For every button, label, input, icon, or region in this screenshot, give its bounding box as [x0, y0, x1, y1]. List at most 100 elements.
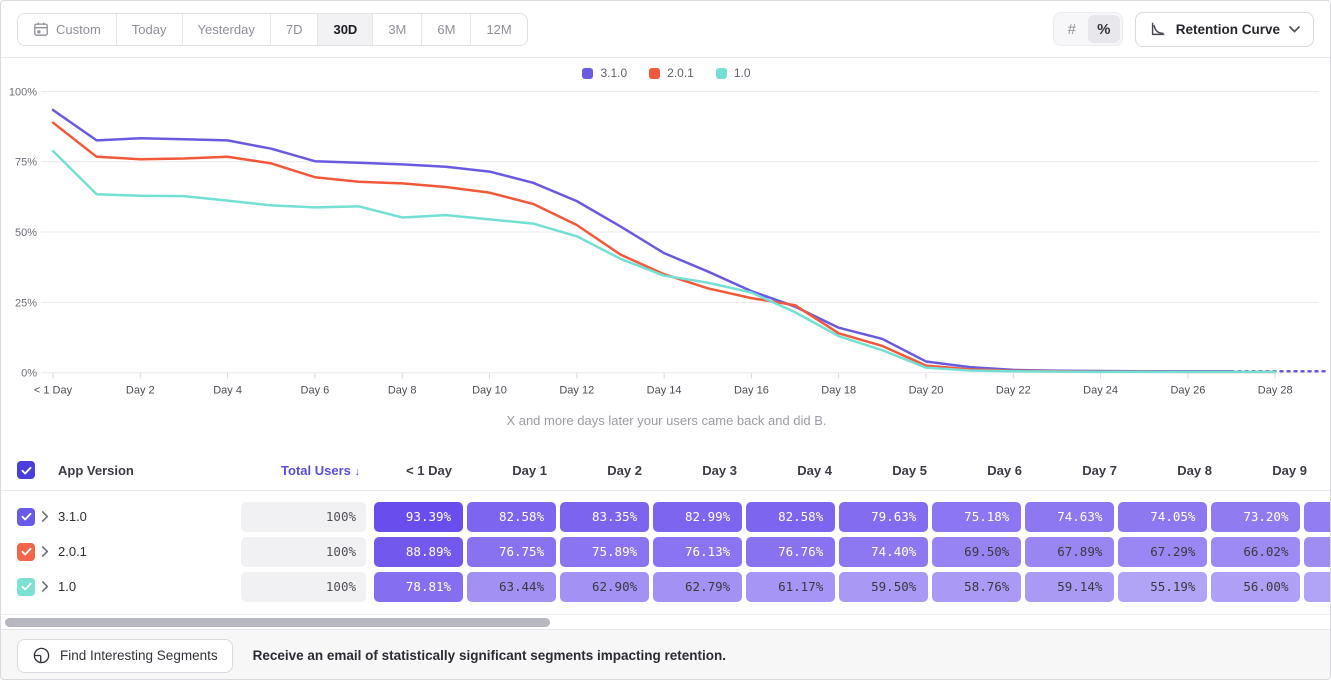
total-users-cell: 100% — [241, 501, 366, 532]
retention-cell[interactable]: 78.81% — [374, 571, 464, 602]
expand-row-chevron-icon[interactable] — [41, 511, 58, 522]
svg-text:100%: 100% — [9, 86, 37, 98]
retention-cell[interactable]: 73.20% — [1211, 501, 1301, 532]
svg-text:Day 20: Day 20 — [909, 385, 944, 397]
day-column-header[interactable]: Day 9 — [1272, 462, 1307, 478]
chevron-down-icon — [1289, 25, 1300, 33]
number-format-button[interactable]: # — [1067, 20, 1076, 38]
date-range-custom[interactable]: Custom — [18, 13, 117, 45]
date-range-3m[interactable]: 3M — [373, 13, 423, 45]
svg-text:Day 10: Day 10 — [472, 385, 507, 397]
day-column-header[interactable]: Day 6 — [987, 462, 1022, 478]
retention-cell[interactable]: 58.76% — [932, 571, 1022, 602]
row-checkbox[interactable] — [17, 542, 35, 561]
day-column-header[interactable]: Day 7 — [1082, 462, 1117, 478]
day-column-header[interactable]: < 1 Day — [406, 462, 452, 478]
retention-cell[interactable]: 59.50% — [839, 571, 929, 602]
retention-cell[interactable]: 56.00% — [1211, 571, 1301, 602]
retention-cell[interactable]: 83.35% — [560, 501, 650, 532]
retention-cell[interactable]: 76.76% — [746, 536, 836, 567]
retention-chart: 3.1.0 2.0.1 1.0 0% 25% 50% 75% 100% < 1 Day Day … — [1, 58, 1331, 450]
date-range-today[interactable]: Today — [116, 13, 183, 45]
app-version-label: 3.1.0 — [58, 509, 87, 524]
retention-cell[interactable]: 69.50% — [932, 536, 1022, 567]
legend-item-1.0[interactable]: 1.0 — [715, 66, 751, 80]
date-range-6m[interactable]: 6M — [422, 13, 472, 45]
retention-curve-icon — [1149, 20, 1167, 38]
retention-cell-clipped[interactable] — [1304, 501, 1330, 532]
horizontal-scrollbar-thumb[interactable] — [5, 618, 550, 627]
day-column-header[interactable]: Day 4 — [797, 462, 832, 478]
svg-text:Day 6: Day 6 — [301, 385, 330, 397]
day-column-header[interactable]: Day 5 — [892, 462, 927, 478]
legend-item-2.0.1[interactable]: 2.0.1 — [649, 66, 694, 80]
retention-cell[interactable]: 74.63% — [1025, 501, 1115, 532]
legend-item-3.1.0[interactable]: 3.1.0 — [582, 66, 627, 80]
row-checkbox[interactable] — [17, 507, 35, 526]
retention-cell[interactable]: 74.40% — [839, 536, 929, 567]
date-range-30d[interactable]: 30D — [318, 13, 374, 45]
svg-text:Day 14: Day 14 — [647, 385, 682, 397]
retention-cell[interactable]: 63.44% — [467, 571, 557, 602]
select-all-checkbox[interactable] — [17, 461, 35, 479]
percent-format-button[interactable]: % — [1087, 15, 1120, 43]
view-type-dropdown[interactable]: Retention Curve — [1134, 11, 1314, 47]
retention-cell[interactable]: 67.29% — [1118, 536, 1208, 567]
retention-cell[interactable]: 88.89% — [374, 536, 464, 567]
svg-text:Day 26: Day 26 — [1170, 385, 1205, 397]
retention-cell[interactable]: 62.90% — [560, 571, 650, 602]
retention-curve-plot[interactable]: 0% 25% 50% 75% 100% < 1 Day Day 2 Day 4 Day 6 Day… — [1, 58, 1331, 406]
retention-cell[interactable]: 67.89% — [1025, 536, 1115, 567]
retention-cell[interactable]: 76.13% — [653, 536, 743, 567]
svg-text:Day 12: Day 12 — [559, 385, 594, 397]
total-users-column-header[interactable]: Total Users ↓ — [281, 462, 361, 478]
date-range-selector: Custom Today Yesterday 7D 30D 3M 6M 12M — [17, 12, 528, 46]
table-row-3.1.0: 3.1.0 100% 93.39% 82.58% 83.35% 82.99% 82.58% 7… — [1, 499, 1330, 534]
retention-cell[interactable]: 61.17% — [746, 571, 836, 602]
svg-text:0%: 0% — [21, 368, 37, 380]
retention-cell-clipped[interactable] — [1304, 571, 1330, 602]
day-column-header[interactable]: Day 8 — [1177, 462, 1212, 478]
retention-cell[interactable]: 74.05% — [1118, 501, 1208, 532]
retention-cell[interactable]: 76.75% — [467, 536, 557, 567]
retention-cell[interactable]: 82.58% — [467, 501, 557, 532]
footer-bar: Find Interesting Segments Receive an ema… — [1, 629, 1330, 679]
retention-cell[interactable]: 82.99% — [653, 501, 743, 532]
day-column-header[interactable]: Day 3 — [702, 462, 737, 478]
find-interesting-segments-button[interactable]: Find Interesting Segments — [17, 638, 233, 673]
date-range-yesterday[interactable]: Yesterday — [182, 13, 271, 45]
retention-cell[interactable]: 82.58% — [746, 501, 836, 532]
date-range-7d[interactable]: 7D — [270, 13, 319, 45]
app-version-label: 1.0 — [58, 579, 77, 594]
row-checkbox[interactable] — [17, 577, 35, 596]
view-type-label: Retention Curve — [1175, 21, 1280, 37]
expand-row-chevron-icon[interactable] — [41, 546, 58, 557]
retention-cell[interactable]: 75.89% — [560, 536, 650, 567]
chart-caption: X and more days later your users came ba… — [506, 413, 827, 428]
day-column-header[interactable]: Day 2 — [607, 462, 642, 478]
expand-row-chevron-icon[interactable] — [41, 581, 58, 592]
svg-text:Day 24: Day 24 — [1083, 385, 1118, 397]
svg-text:Day 28: Day 28 — [1258, 385, 1293, 397]
legend-swatch-icon — [715, 67, 727, 79]
retention-cell[interactable]: 66.02% — [1211, 536, 1301, 567]
retention-cell[interactable]: 62.79% — [653, 571, 743, 602]
toolbar-right: # % Retention Curve — [1052, 11, 1314, 47]
horizontal-scrollbar[interactable] — [1, 614, 1330, 629]
retention-cell[interactable]: 75.18% — [932, 501, 1022, 532]
sort-descending-icon: ↓ — [354, 465, 361, 478]
legend-swatch-icon — [582, 67, 594, 79]
retention-cell-clipped[interactable] — [1304, 536, 1330, 567]
retention-cell[interactable]: 55.19% — [1118, 571, 1208, 602]
retention-cell[interactable]: 93.39% — [374, 501, 464, 532]
retention-cell[interactable]: 79.63% — [839, 501, 929, 532]
day-column-header[interactable]: Day 1 — [512, 462, 547, 478]
table-header-row: App Version Total Users ↓ < 1 Day Day 1 Da… — [1, 450, 1330, 491]
day-column-headers: < 1 Day Day 1 Day 2 Day 3 Day 4 Day 5 Day 6 Day… — [374, 462, 1330, 478]
segment-circle-icon — [32, 646, 51, 665]
retention-cell[interactable]: 59.14% — [1025, 571, 1115, 602]
date-range-12m[interactable]: 12M — [471, 13, 527, 45]
app-version-label: 2.0.1 — [58, 544, 87, 559]
calendar-icon — [33, 21, 49, 37]
